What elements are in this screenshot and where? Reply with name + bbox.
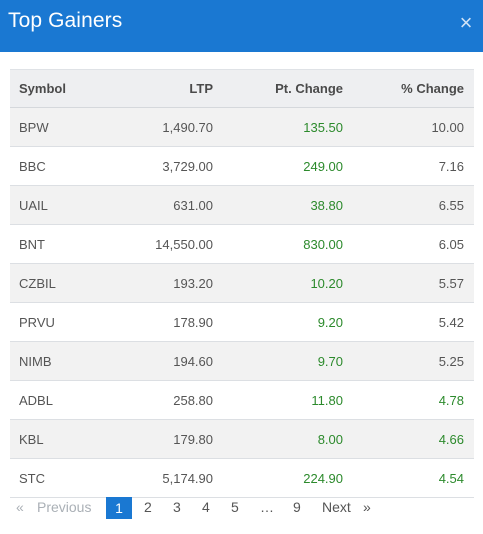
symbol-cell[interactable]: BBC — [19, 158, 46, 174]
symbol-cell[interactable]: BNT — [19, 236, 45, 252]
symbol-cell[interactable]: BPW — [19, 119, 49, 135]
previous-button: Previous — [37, 499, 92, 515]
pagination: « Previous 1 2 3 4 5 … 9 Next » — [14, 497, 474, 519]
column-header-symbol[interactable]: Symbol — [19, 81, 66, 96]
column-header-pct-change[interactable]: % Change — [401, 81, 464, 96]
close-icon[interactable]: × — [459, 10, 473, 35]
page-button-4[interactable]: 4 — [202, 499, 210, 515]
next-button[interactable]: Next — [322, 499, 351, 515]
pct-change-cell: 4.54 — [438, 470, 464, 486]
symbol-cell[interactable]: NIMB — [19, 353, 52, 369]
table-row[interactable]: BPW 1,490.70 135.50 10.00 — [10, 107, 474, 147]
symbol-cell[interactable]: ADBL — [19, 392, 53, 408]
pct-change-cell: 10.00 — [431, 119, 464, 135]
symbol-cell[interactable]: KBL — [19, 431, 44, 447]
pct-change-cell: 7.16 — [438, 158, 464, 174]
ltp-cell: 194.60 — [173, 353, 213, 369]
pct-change-cell: 5.42 — [438, 314, 464, 330]
symbol-cell[interactable]: PRVU — [19, 314, 55, 330]
ltp-cell: 179.80 — [173, 431, 213, 447]
pt-change-cell: 830.00 — [303, 236, 343, 252]
column-header-pt-change[interactable]: Pt. Change — [275, 81, 343, 96]
table-row[interactable]: CZBIL 193.20 10.20 5.57 — [10, 263, 474, 303]
page-button-3[interactable]: 3 — [173, 499, 181, 515]
symbol-cell[interactable]: UAIL — [19, 197, 48, 213]
table-row[interactable]: NIMB 194.60 9.70 5.25 — [10, 341, 474, 381]
page-button-9[interactable]: 9 — [293, 499, 301, 515]
pt-change-cell: 135.50 — [303, 119, 343, 135]
table-header-row: Symbol LTP Pt. Change % Change — [10, 69, 474, 108]
pct-change-cell: 4.66 — [438, 431, 464, 447]
page-button-1[interactable]: 1 — [106, 497, 132, 519]
table-row[interactable]: BNT 14,550.00 830.00 6.05 — [10, 224, 474, 264]
first-page-arrow: « — [16, 499, 24, 515]
ltp-cell: 3,729.00 — [162, 158, 213, 174]
pt-change-cell: 9.20 — [317, 314, 343, 330]
ltp-cell: 5,174.90 — [162, 470, 213, 486]
last-page-arrow[interactable]: » — [363, 499, 371, 515]
pt-change-cell: 38.80 — [310, 197, 343, 213]
modal-header: Top Gainers × — [0, 0, 483, 52]
pct-change-cell: 5.57 — [438, 275, 464, 291]
top-gainers-table: Symbol LTP Pt. Change % Change BPW 1,490.… — [10, 69, 474, 498]
pt-change-cell: 9.70 — [317, 353, 343, 369]
pt-change-cell: 224.90 — [303, 470, 343, 486]
ltp-cell: 631.00 — [173, 197, 213, 213]
table-row[interactable]: ADBL 258.80 11.80 4.78 — [10, 380, 474, 420]
table-row[interactable]: UAIL 631.00 38.80 6.55 — [10, 185, 474, 225]
ltp-cell: 1,490.70 — [162, 119, 213, 135]
table-row[interactable]: BBC 3,729.00 249.00 7.16 — [10, 146, 474, 186]
column-header-ltp[interactable]: LTP — [189, 81, 213, 96]
table-row[interactable]: KBL 179.80 8.00 4.66 — [10, 419, 474, 459]
pct-change-cell: 6.55 — [438, 197, 464, 213]
pt-change-cell: 8.00 — [317, 431, 343, 447]
pt-change-cell: 11.80 — [311, 392, 343, 408]
table-row[interactable]: PRVU 178.90 9.20 5.42 — [10, 302, 474, 342]
page-button-5[interactable]: 5 — [231, 499, 239, 515]
ltp-cell: 258.80 — [173, 392, 213, 408]
symbol-cell[interactable]: STC — [19, 470, 45, 486]
page-ellipsis: … — [260, 499, 274, 515]
pct-change-cell: 5.25 — [438, 353, 464, 369]
page-button-2[interactable]: 2 — [144, 499, 152, 515]
pt-change-cell: 249.00 — [303, 158, 343, 174]
ltp-cell: 193.20 — [173, 275, 213, 291]
pct-change-cell: 6.05 — [438, 236, 464, 252]
ltp-cell: 14,550.00 — [155, 236, 213, 252]
symbol-cell[interactable]: CZBIL — [19, 275, 56, 291]
table-row[interactable]: STC 5,174.90 224.90 4.54 — [10, 458, 474, 498]
modal-title: Top Gainers — [8, 9, 123, 32]
pt-change-cell: 10.20 — [310, 275, 343, 291]
ltp-cell: 178.90 — [173, 314, 213, 330]
pct-change-cell: 4.78 — [438, 392, 464, 408]
